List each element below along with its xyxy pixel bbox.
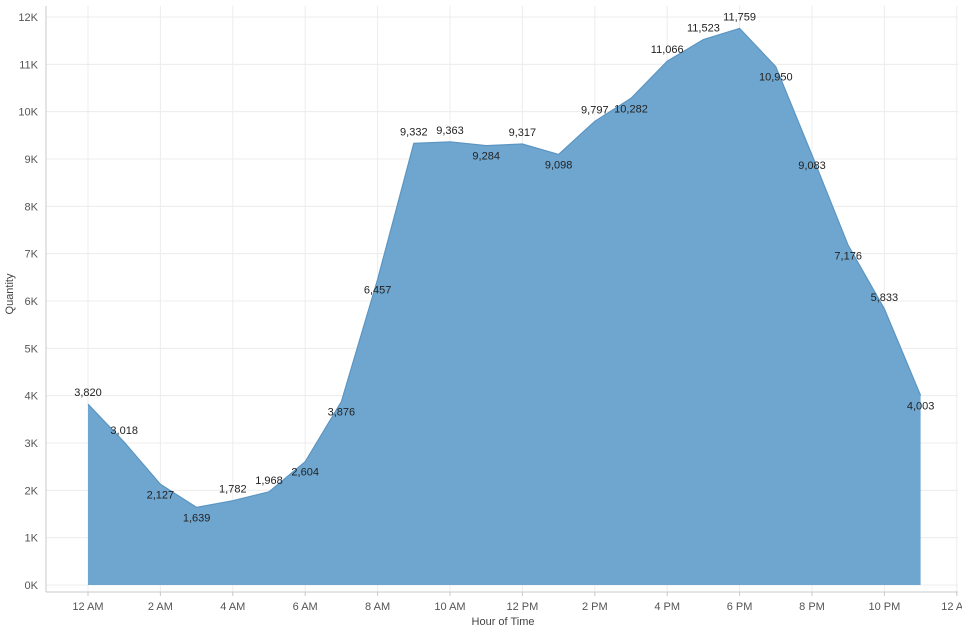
data-label: 2,604 bbox=[291, 467, 319, 479]
area-line bbox=[87, 27, 922, 509]
x-tick-label: 12 AM bbox=[941, 601, 962, 613]
y-tick-label: 11K bbox=[19, 59, 38, 71]
x-tick-label: 6 AM bbox=[293, 601, 318, 613]
data-label: 9,332 bbox=[400, 126, 428, 138]
data-label: 10,282 bbox=[614, 103, 648, 115]
y-tick-label: 12K bbox=[18, 12, 38, 24]
axes bbox=[45, 6, 958, 593]
data-label: 5,833 bbox=[871, 292, 899, 304]
x-tick-label: 8 PM bbox=[799, 601, 825, 613]
x-axis-title: Hour of Time bbox=[472, 616, 535, 628]
data-label: 1,968 bbox=[255, 475, 283, 487]
data-label: 9,363 bbox=[436, 125, 464, 137]
data-label: 9,083 bbox=[798, 160, 826, 172]
y-tick-label: 3K bbox=[25, 438, 39, 450]
x-tick-label: 10 PM bbox=[869, 601, 901, 613]
data-label: 9,284 bbox=[472, 151, 500, 163]
data-label: 10,950 bbox=[759, 72, 793, 84]
y-tick-label: 5K bbox=[25, 343, 39, 355]
x-tick-label: 10 AM bbox=[434, 601, 465, 613]
x-tick-label: 6 PM bbox=[727, 601, 753, 613]
y-tick-label: 0K bbox=[25, 580, 39, 592]
data-label: 2,127 bbox=[147, 489, 175, 501]
data-label: 9,797 bbox=[581, 104, 609, 116]
data-label: 1,782 bbox=[219, 484, 247, 496]
y-tick-label: 2K bbox=[25, 485, 39, 497]
y-tick-label: 8K bbox=[25, 201, 39, 213]
data-label: 11,066 bbox=[651, 44, 684, 56]
x-tick-label: 8 AM bbox=[365, 601, 390, 613]
y-tick-label: 1K bbox=[25, 533, 39, 545]
data-label: 11,523 bbox=[687, 23, 720, 35]
x-tick-label: 12 AM bbox=[72, 601, 103, 613]
area-series bbox=[87, 27, 922, 585]
data-labels: 3,820 3,018 2,127 1,639 1,782 1,968 2,604 3,876… bbox=[74, 11, 934, 524]
data-label: 3,876 bbox=[328, 407, 356, 419]
data-label: 3,820 bbox=[74, 387, 102, 399]
data-label: 6,457 bbox=[364, 284, 392, 296]
data-label: 3,018 bbox=[110, 425, 138, 437]
y-tick-label: 9K bbox=[25, 154, 39, 166]
y-axis-title: Quantity bbox=[4, 273, 16, 314]
y-tick-label: 6K bbox=[25, 296, 39, 308]
data-label: 11,759 bbox=[723, 11, 756, 23]
data-label: 1,639 bbox=[183, 512, 211, 524]
y-tick-label: 10K bbox=[18, 107, 38, 119]
x-tick-label: 2 AM bbox=[148, 601, 173, 613]
y-tick-label: 4K bbox=[25, 391, 39, 403]
data-label: 4,003 bbox=[907, 401, 935, 413]
data-label: 9,317 bbox=[509, 127, 537, 139]
x-tick-label: 4 AM bbox=[220, 601, 245, 613]
x-tick-label: 2 PM bbox=[582, 601, 608, 613]
x-tick-label: 12 PM bbox=[507, 601, 539, 613]
y-tick-label: 7K bbox=[25, 249, 39, 261]
x-tick-label: 4 PM bbox=[654, 601, 680, 613]
y-tick-labels: 0K 1K 2K 3K 4K 5K 6K 7K 8K 9K 10K 11K 12K bbox=[18, 12, 38, 592]
area-fill bbox=[88, 28, 921, 585]
x-tick-labels: 12 AM 2 AM 4 AM 6 AM 8 AM 10 AM 12 PM 2 PM 4 PM 6… bbox=[72, 592, 962, 613]
data-label: 9,098 bbox=[545, 159, 573, 171]
data-label: 7,176 bbox=[834, 250, 862, 262]
